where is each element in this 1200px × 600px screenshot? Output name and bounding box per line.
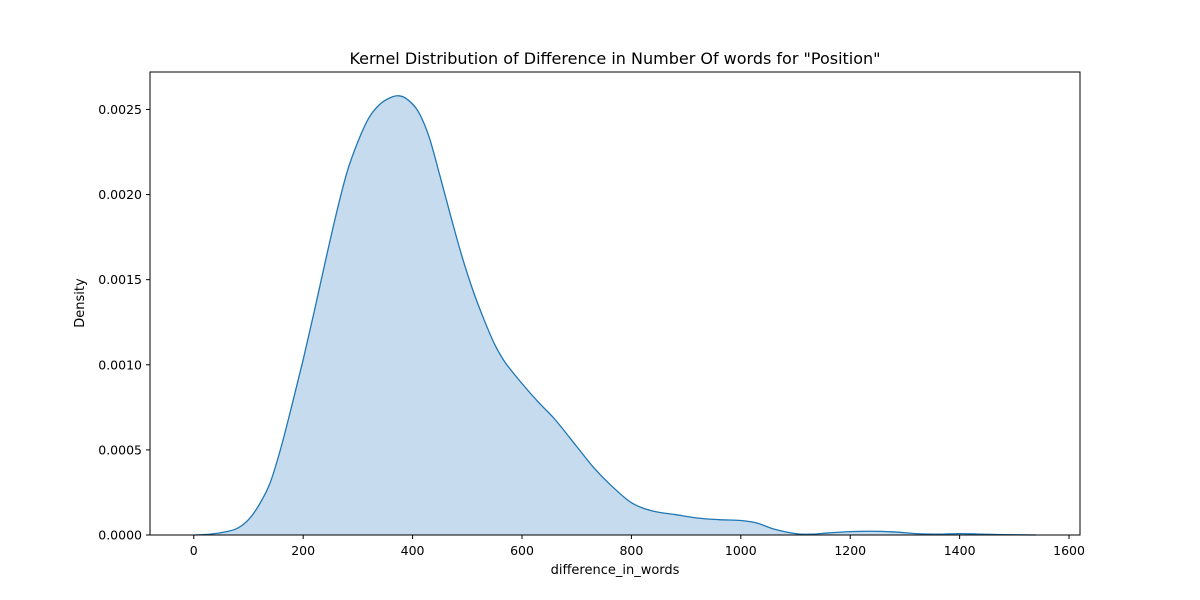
x-tick-label: 1200 <box>834 543 866 558</box>
y-tick-label: 0.0005 <box>98 442 142 457</box>
density-fill-area <box>193 95 1037 535</box>
plot-area <box>149 71 1081 536</box>
y-tick-label: 0.0010 <box>98 357 142 372</box>
x-tick-label: 0 <box>190 543 198 558</box>
density-curve-line <box>193 95 1037 536</box>
y-axis-label: Density <box>73 278 88 328</box>
x-axis: 0 200 400 600 800 1000 1200 1400 1600 <box>190 535 1085 558</box>
y-tick-label: 0.0025 <box>98 102 142 117</box>
y-tick-label: 0.0020 <box>98 187 142 202</box>
x-axis-label: difference_in_words <box>551 563 680 578</box>
y-axis: 0.0000 0.0005 0.0010 0.0015 0.0020 0.0025 <box>98 102 150 543</box>
x-tick-label: 1400 <box>944 543 976 558</box>
x-tick-label: 1600 <box>1053 543 1085 558</box>
x-tick-label: 600 <box>510 543 534 558</box>
x-tick-label: 200 <box>291 543 315 558</box>
chart-title: Kernel Distribution of Difference in Num… <box>349 49 880 68</box>
y-tick-label: 0.0000 <box>98 528 142 543</box>
y-tick-label: 0.0015 <box>98 272 142 287</box>
x-tick-label: 800 <box>619 543 643 558</box>
plot-frame <box>149 71 1081 536</box>
x-tick-label: 1000 <box>725 543 757 558</box>
x-tick-label: 400 <box>401 543 425 558</box>
